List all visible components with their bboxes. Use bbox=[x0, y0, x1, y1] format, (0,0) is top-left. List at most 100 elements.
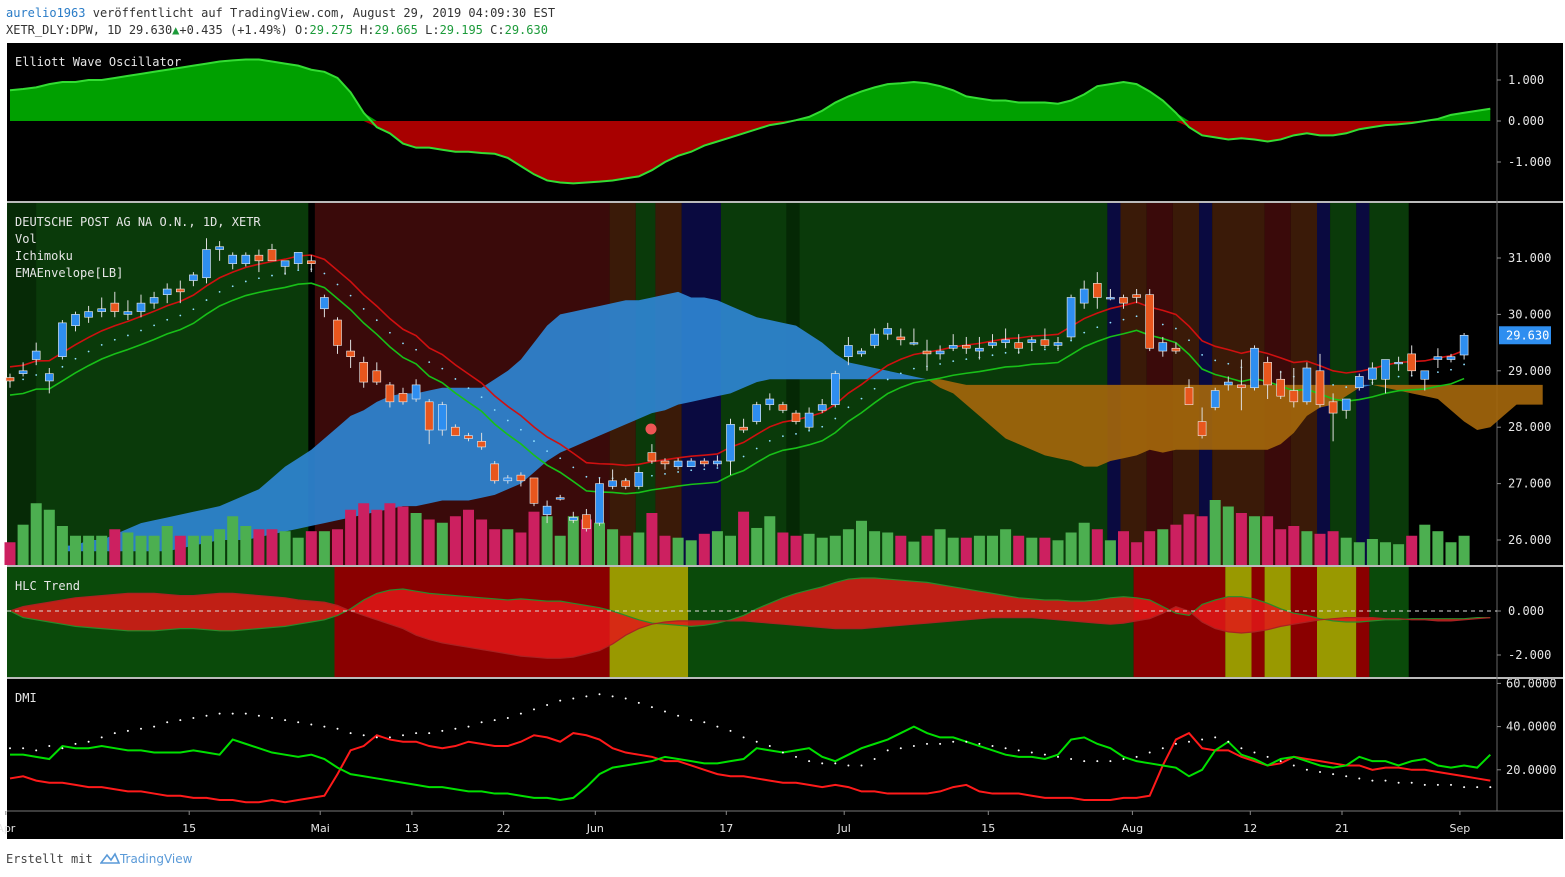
candle-bullish bbox=[1381, 359, 1390, 380]
price-tick-label: 26.000 bbox=[1508, 533, 1551, 547]
adx-dot bbox=[1436, 783, 1439, 786]
adx-dot bbox=[493, 719, 496, 722]
ichimoku-baseline-dot bbox=[1161, 323, 1164, 326]
ichimoku-baseline-dot bbox=[493, 409, 496, 411]
hlc-line-b bbox=[9, 592, 1491, 659]
volume-bar bbox=[240, 526, 252, 565]
tradingview-logo[interactable]: TradingView bbox=[99, 852, 192, 866]
ichimoku-baseline-dot bbox=[703, 468, 706, 471]
candle-bullish bbox=[437, 404, 447, 431]
volume-bar bbox=[567, 516, 579, 565]
adx-dot bbox=[454, 727, 457, 730]
candle-bearish bbox=[1197, 421, 1207, 436]
adx-dot bbox=[1410, 781, 1413, 784]
candle-bearish bbox=[621, 480, 631, 487]
volume-bar bbox=[227, 516, 239, 565]
volume-bar bbox=[528, 511, 540, 565]
adx-dot bbox=[808, 760, 811, 763]
volume-bar bbox=[646, 513, 658, 565]
ichimoku-baseline-dot bbox=[782, 435, 784, 438]
volume-bar bbox=[1406, 535, 1418, 565]
adx-dot bbox=[742, 736, 745, 739]
adx-dot bbox=[559, 699, 562, 702]
ichimoku-baseline-dot bbox=[873, 387, 876, 390]
candle-bullish bbox=[595, 483, 604, 524]
adx-dot bbox=[205, 714, 208, 717]
volume-bar bbox=[109, 529, 121, 565]
volume-bar bbox=[489, 529, 501, 565]
volume-bar bbox=[1275, 529, 1287, 565]
adx-dot bbox=[1122, 758, 1125, 760]
candle-bullish bbox=[1224, 381, 1233, 386]
adx-dot bbox=[1489, 786, 1492, 789]
ewo-title: Elliott Wave Oscillator bbox=[15, 55, 181, 69]
candle-bullish bbox=[752, 404, 762, 422]
adx-dot bbox=[1423, 783, 1426, 786]
volume-bar bbox=[738, 511, 750, 565]
adx-dot bbox=[1070, 758, 1073, 760]
x-tick-label: Aug bbox=[1122, 822, 1143, 835]
ichimoku-baseline-dot bbox=[87, 350, 90, 353]
adx-dot bbox=[231, 712, 234, 715]
adx-dot bbox=[1083, 760, 1086, 763]
adx-dot bbox=[703, 721, 706, 724]
ichimoku-baseline-dot bbox=[1122, 318, 1125, 321]
candle-bearish bbox=[1040, 339, 1050, 346]
ichimoku-baseline-dot bbox=[297, 269, 300, 271]
volume-bar bbox=[1393, 544, 1405, 565]
candle-bullish bbox=[830, 373, 840, 405]
publish-line: aurelio1963 veröffentlicht auf TradingVi… bbox=[6, 6, 555, 20]
ichimoku-baseline-dot bbox=[258, 277, 260, 280]
candle-bearish bbox=[254, 254, 264, 262]
volume-bar bbox=[947, 537, 959, 565]
candle-bullish bbox=[608, 480, 617, 487]
ichimoku-cloud-bearish bbox=[927, 379, 1360, 467]
candle-bearish bbox=[1328, 401, 1338, 414]
candle-bullish bbox=[241, 254, 251, 264]
candle-bullish bbox=[948, 345, 958, 349]
volume-bar bbox=[318, 531, 330, 565]
adx-dot bbox=[1096, 760, 1099, 763]
volume-bar bbox=[305, 531, 317, 565]
adx-dot bbox=[1043, 753, 1046, 756]
adx-dot bbox=[1476, 786, 1479, 789]
x-tick-label: 15 bbox=[182, 822, 196, 835]
adx-dot bbox=[1109, 760, 1112, 763]
adx-dot bbox=[690, 719, 693, 722]
adx-dot bbox=[991, 745, 994, 748]
adx-dot bbox=[834, 762, 837, 765]
adx-dot bbox=[519, 712, 522, 715]
ichimoku-baseline-dot bbox=[323, 272, 326, 275]
adx-dot bbox=[349, 732, 352, 735]
volume-bar bbox=[174, 535, 186, 565]
adx-dot bbox=[1214, 736, 1217, 739]
candle-bearish bbox=[1119, 297, 1128, 304]
adx-dot bbox=[1030, 751, 1033, 754]
author-link[interactable]: aurelio1963 bbox=[6, 6, 86, 20]
adx-dot bbox=[388, 736, 391, 739]
volume-bar bbox=[960, 537, 972, 565]
candle-bearish bbox=[896, 336, 906, 341]
candle-bullish bbox=[97, 308, 106, 312]
ichimoku-baseline-dot bbox=[415, 348, 417, 351]
volume-bar bbox=[1091, 529, 1103, 565]
ichimoku-baseline-dot bbox=[389, 331, 391, 334]
adx-dot bbox=[1148, 751, 1151, 754]
ichimoku-baseline-dot bbox=[952, 360, 955, 363]
candle-bullish bbox=[1027, 339, 1037, 343]
adx-dot bbox=[1004, 747, 1007, 750]
candle-bullish bbox=[1066, 297, 1076, 338]
ichimoku-baseline-dot bbox=[847, 406, 850, 409]
candle-bullish bbox=[162, 288, 172, 295]
hlc-tick-label: 0.000 bbox=[1508, 604, 1544, 618]
ewo-line bbox=[9, 58, 1491, 185]
dmi-tick-label: 20.0000 bbox=[1506, 763, 1557, 777]
candle-bullish bbox=[1079, 288, 1089, 304]
candle-bullish bbox=[1459, 334, 1469, 356]
adx-dot bbox=[965, 740, 968, 743]
volume-bar bbox=[187, 535, 199, 565]
ichimoku-baseline-dot bbox=[965, 358, 968, 361]
ema-envelope-upper bbox=[9, 254, 1465, 467]
candle-bearish bbox=[372, 370, 382, 383]
